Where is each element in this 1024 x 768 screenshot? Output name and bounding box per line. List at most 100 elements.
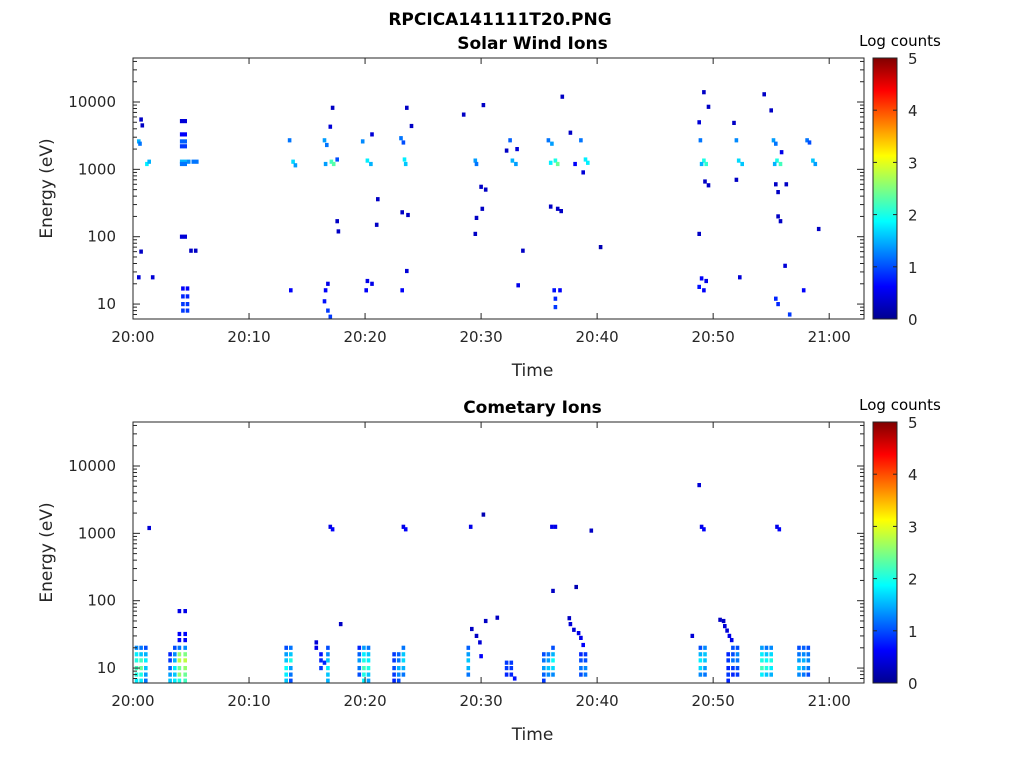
data-cell [179, 161, 184, 167]
data-cell [509, 672, 514, 677]
data-cell [553, 305, 558, 310]
data-cell [183, 144, 187, 149]
data-cell [726, 672, 730, 677]
data-cell [392, 666, 396, 671]
data-cell [173, 666, 177, 671]
data-cell [760, 672, 764, 677]
data-cell [550, 141, 554, 146]
panel-1: 20:00 20:10 20:20 20:30 20:40 20:50 21:0010100… [37, 396, 941, 745]
x-axis-label: Time [511, 725, 554, 745]
data-cell [551, 652, 555, 657]
data-cell [579, 138, 583, 143]
data-cell [362, 666, 366, 671]
data-cell [173, 658, 177, 663]
x-tick-label: 21:00 [808, 692, 851, 710]
y-axis-label: Energy (eV) [37, 502, 57, 602]
data-cell [760, 658, 764, 663]
data-cell [330, 527, 335, 532]
data-cell [784, 182, 789, 187]
data-cell [284, 678, 288, 683]
data-cell [769, 645, 773, 650]
data-cell [326, 645, 330, 650]
data-cell [797, 652, 801, 657]
data-cell [702, 527, 706, 532]
data-cell [698, 138, 703, 143]
data-cell [546, 672, 551, 677]
data-cell [735, 645, 740, 650]
data-cell [778, 219, 783, 224]
data-cell [769, 658, 773, 663]
data-cell [778, 161, 783, 167]
data-cell [470, 626, 474, 632]
data-cell [357, 652, 362, 657]
data-cell [362, 672, 366, 677]
data-cell [144, 678, 148, 683]
data-cell [405, 268, 409, 274]
colorbar-tick-label: 0 [908, 675, 918, 693]
data-cell [699, 276, 704, 281]
data-cell [473, 231, 478, 236]
x-axis-label: Time [511, 361, 554, 381]
data-cell [551, 645, 555, 650]
data-cell [729, 638, 734, 643]
data-cell [360, 139, 365, 144]
x-tick-label: 20:50 [692, 692, 735, 710]
data-cell [173, 652, 177, 657]
data-cell [546, 658, 551, 663]
colorbar [872, 421, 898, 684]
data-cell [735, 672, 740, 677]
data-cell [362, 652, 366, 657]
data-cell [481, 512, 486, 517]
data-cell [567, 616, 572, 621]
data-cell [326, 672, 330, 677]
data-cell [514, 161, 518, 167]
data-cell [736, 158, 741, 163]
data-cell [134, 658, 139, 663]
data-cell [698, 652, 703, 657]
data-cell [509, 660, 514, 665]
data-cell [396, 658, 401, 663]
data-cell [137, 139, 141, 144]
data-cell [177, 652, 182, 657]
data-cell [284, 672, 288, 677]
x-tick-label: 20:40 [576, 328, 619, 346]
data-cell [191, 159, 196, 164]
y-tick-label: 100 [87, 228, 116, 246]
x-tick-label: 21:00 [808, 328, 851, 346]
data-cell [583, 672, 588, 677]
data-cell [579, 672, 583, 677]
data-cell [366, 672, 371, 677]
data-cell [706, 104, 711, 109]
data-cell [699, 524, 704, 529]
data-cell [322, 138, 327, 143]
data-cell [598, 245, 603, 250]
data-cell [357, 666, 362, 671]
data-cell [586, 160, 590, 165]
data-cell [551, 666, 555, 671]
data-cell [144, 645, 148, 650]
data-cell [293, 163, 298, 168]
data-cell [718, 617, 722, 622]
plot-frame [132, 421, 865, 684]
colorbar-tick-label: 3 [908, 518, 918, 536]
y-tick-label: 10000 [68, 93, 116, 111]
data-cell [573, 161, 577, 167]
data-cell [173, 645, 177, 650]
data-cell [396, 678, 401, 683]
data-cell [289, 666, 293, 671]
data-cell [195, 159, 199, 164]
data-cell [366, 678, 371, 683]
data-cell [787, 312, 792, 317]
data-cell [134, 652, 139, 657]
data-cell [483, 187, 488, 192]
data-cell [551, 588, 555, 593]
data-cell [183, 119, 187, 124]
data-cell [797, 645, 801, 650]
y-tick-label: 10 [97, 659, 116, 677]
data-cell [168, 652, 172, 657]
data-cell [183, 609, 187, 614]
data-cell [325, 142, 329, 148]
data-cell [516, 283, 520, 288]
data-cell [805, 138, 809, 143]
data-cell [183, 678, 187, 683]
